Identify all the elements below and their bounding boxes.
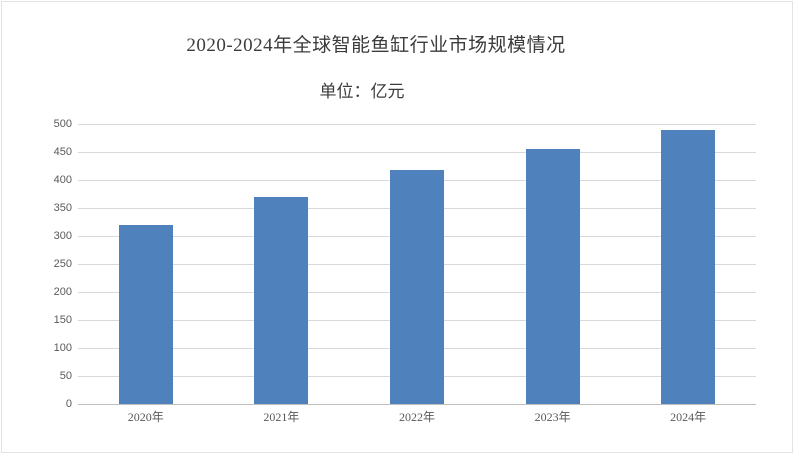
chart-unit-label: 单位：亿元 <box>319 82 405 101</box>
y-tick-label-350: 350 <box>53 202 72 214</box>
y-tick-label-50: 50 <box>59 370 72 382</box>
gridline-450 <box>78 152 756 153</box>
bar-2021年 <box>254 196 309 404</box>
y-tick-label-0: 0 <box>65 398 72 410</box>
y-tick-label-250: 250 <box>53 258 72 270</box>
bar-2023年 <box>525 149 580 404</box>
y-tick-label-150: 150 <box>53 314 72 326</box>
x-tick-label-2024年: 2024年 <box>670 410 707 424</box>
chart-title: 2020-2024年全球智能鱼缸行业市场规模情况 <box>186 35 566 56</box>
bar-2020年 <box>118 224 173 404</box>
x-tick-label-2022年: 2022年 <box>398 410 435 424</box>
bar-2024年 <box>661 129 716 404</box>
y-tick-label-450: 450 <box>53 146 72 158</box>
x-tick-label-2021年: 2021年 <box>263 410 300 424</box>
y-tick-label-100: 100 <box>53 342 72 354</box>
gridline-500 <box>78 124 756 125</box>
y-tick-label-400: 400 <box>53 174 72 186</box>
x-axis-line <box>78 404 756 405</box>
x-tick-label-2020年: 2020年 <box>127 410 164 424</box>
bar-2022年 <box>390 169 444 404</box>
y-tick-label-300: 300 <box>53 230 72 242</box>
y-tick-label-500: 500 <box>53 118 72 130</box>
y-tick-label-200: 200 <box>53 286 72 298</box>
x-tick-label-2023年: 2023年 <box>534 410 571 424</box>
